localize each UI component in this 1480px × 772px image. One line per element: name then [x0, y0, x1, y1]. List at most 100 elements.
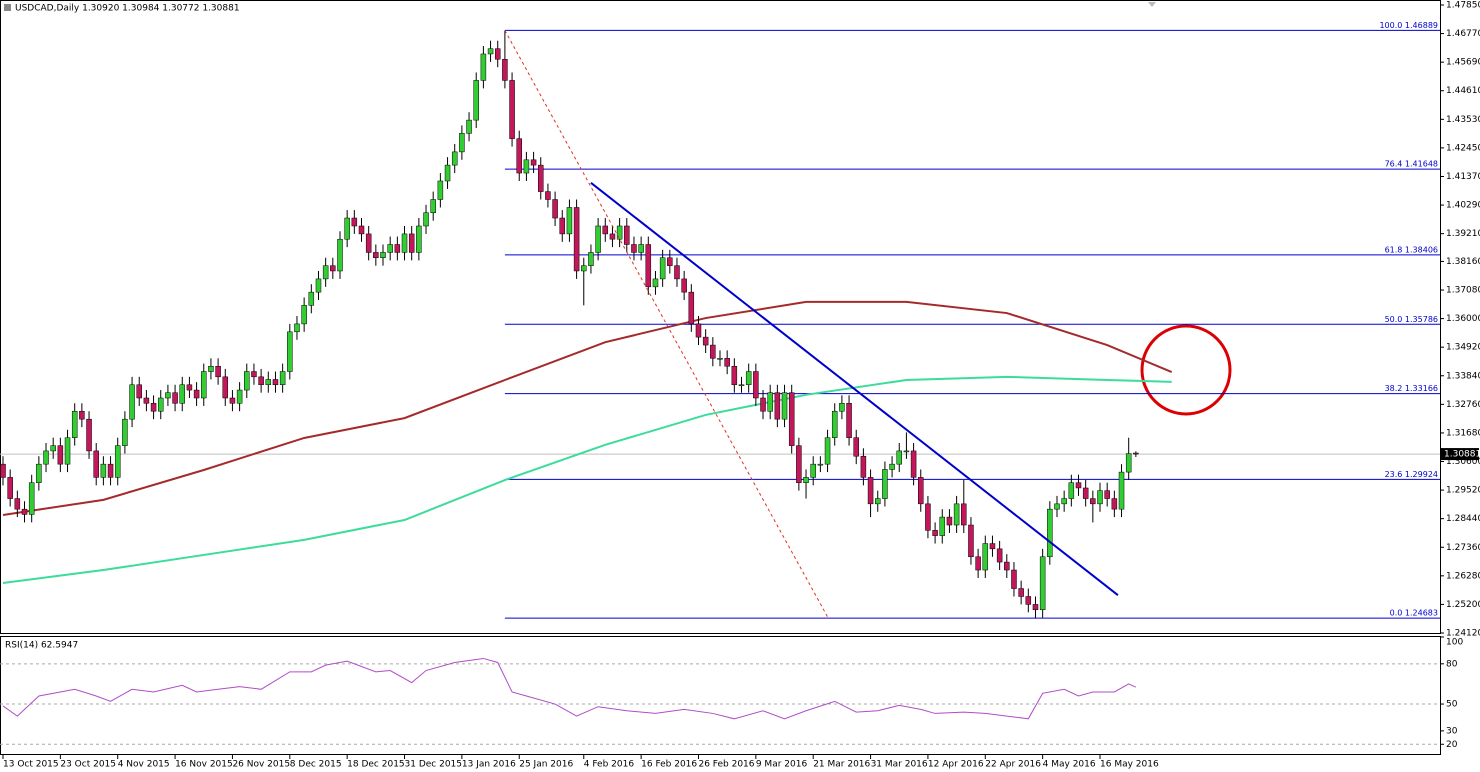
y-tick-label: 1.45690 — [1446, 58, 1480, 68]
candle-body — [602, 225, 609, 235]
candle-body — [1032, 604, 1039, 610]
candle-body — [731, 365, 738, 386]
candle-body — [882, 469, 888, 499]
candle-body — [466, 119, 472, 134]
candle-body — [494, 48, 501, 60]
candle-body — [93, 450, 99, 478]
candle-body — [595, 225, 601, 253]
y-tick-label: 1.27360 — [1446, 543, 1480, 553]
candle-body — [322, 265, 329, 280]
candle-body — [365, 233, 372, 253]
y-tick-label: 1.30600 — [1446, 457, 1480, 467]
candle-body — [408, 233, 415, 253]
candle-body — [451, 151, 458, 166]
fib-label: 38.2 1.33166 — [1385, 384, 1438, 393]
candle-body — [358, 225, 365, 235]
candle-body — [308, 291, 315, 306]
candle-body — [545, 191, 551, 200]
current-price-label: 1.30881 — [1444, 450, 1480, 460]
candle-body — [1125, 453, 1132, 473]
candle-body — [416, 225, 422, 253]
fib-label: 50.0 1.35786 — [1385, 315, 1438, 324]
candle-body — [28, 482, 35, 515]
x-tick-label: 4 Nov 2015 — [118, 760, 170, 770]
candle-body — [645, 244, 652, 288]
candle-body — [165, 392, 171, 399]
candle-body — [667, 257, 673, 266]
fib-label: 100.0 1.46889 — [1379, 21, 1438, 30]
candle-body — [172, 392, 178, 404]
candle-body — [251, 371, 257, 378]
moving-average — [2, 300, 1173, 516]
candle-body — [1118, 471, 1125, 510]
scroll-marker — [1148, 2, 1156, 7]
candle-body — [523, 159, 530, 174]
candle-body — [1082, 487, 1089, 499]
x-tick-label: 16 Nov 2015 — [175, 760, 233, 770]
candle-body — [853, 437, 859, 457]
candle-body — [559, 217, 566, 235]
candle-body — [961, 503, 967, 526]
candle-body — [294, 323, 300, 333]
candle-body — [1025, 596, 1032, 605]
y-tick-label: 1.38160 — [1446, 257, 1480, 267]
y-tick-label: 1.24120 — [1446, 629, 1480, 639]
candle-body — [208, 365, 214, 372]
candle-body — [330, 265, 336, 272]
candle-body — [236, 389, 243, 404]
x-tick-label: 21 Mar 2016 — [813, 760, 870, 770]
candle-body — [588, 252, 594, 266]
candle-body — [975, 556, 981, 571]
y-tick-label: 1.32760 — [1446, 400, 1480, 410]
y-tick-label: 1.47850 — [1446, 1, 1480, 11]
candle-body — [745, 371, 752, 386]
y-tick-label: 1.37080 — [1446, 286, 1480, 296]
candle-body — [810, 463, 816, 478]
candle-body — [1054, 503, 1060, 510]
indicator-tick-label: 20 — [1446, 740, 1458, 750]
candle-body — [516, 138, 522, 174]
candle-body — [710, 344, 716, 359]
candle-body — [86, 418, 92, 452]
candle-body — [1104, 490, 1110, 499]
x-tick-label: 9 Mar 2016 — [756, 760, 808, 770]
candle-body — [932, 530, 938, 536]
candle-body — [0, 463, 6, 478]
candle-body — [889, 463, 895, 470]
candle-body — [459, 133, 465, 153]
candle-body — [530, 159, 537, 166]
highlight-circle — [1140, 324, 1232, 416]
candle-body — [552, 199, 558, 219]
candle-body — [738, 384, 745, 387]
chart-title: USDCAD,Daily 1.30920 1.30984 1.30772 1.3… — [15, 4, 240, 14]
candle-body — [968, 524, 974, 558]
candle-body — [229, 397, 236, 404]
candle-body — [896, 450, 902, 465]
y-tick-label: 1.42450 — [1446, 143, 1480, 153]
candle-body — [1011, 569, 1017, 589]
candle-body — [315, 278, 322, 293]
candle-body — [581, 265, 587, 272]
candle-body — [1004, 561, 1010, 571]
x-tick-label: 16 Feb 2016 — [641, 760, 697, 770]
candle-body — [1068, 482, 1075, 499]
candle-body — [624, 225, 630, 245]
candle-body — [1061, 498, 1067, 505]
candle-body — [301, 305, 307, 325]
candle-body — [609, 233, 616, 240]
candle-body — [1090, 498, 1096, 505]
indicator-tick-label: 30 — [1446, 726, 1458, 736]
x-tick-label: 31 Mar 2016 — [871, 760, 928, 770]
candle-body — [688, 291, 695, 325]
indicator-panel — [0, 636, 1441, 755]
candle-body — [695, 323, 702, 338]
candle-body — [444, 164, 451, 182]
candle-body — [7, 477, 13, 499]
candle-body — [717, 358, 723, 360]
candle-body — [946, 516, 953, 526]
candle-body — [21, 508, 28, 515]
candle-body — [817, 463, 824, 466]
indicator-line — [2, 657, 1137, 720]
